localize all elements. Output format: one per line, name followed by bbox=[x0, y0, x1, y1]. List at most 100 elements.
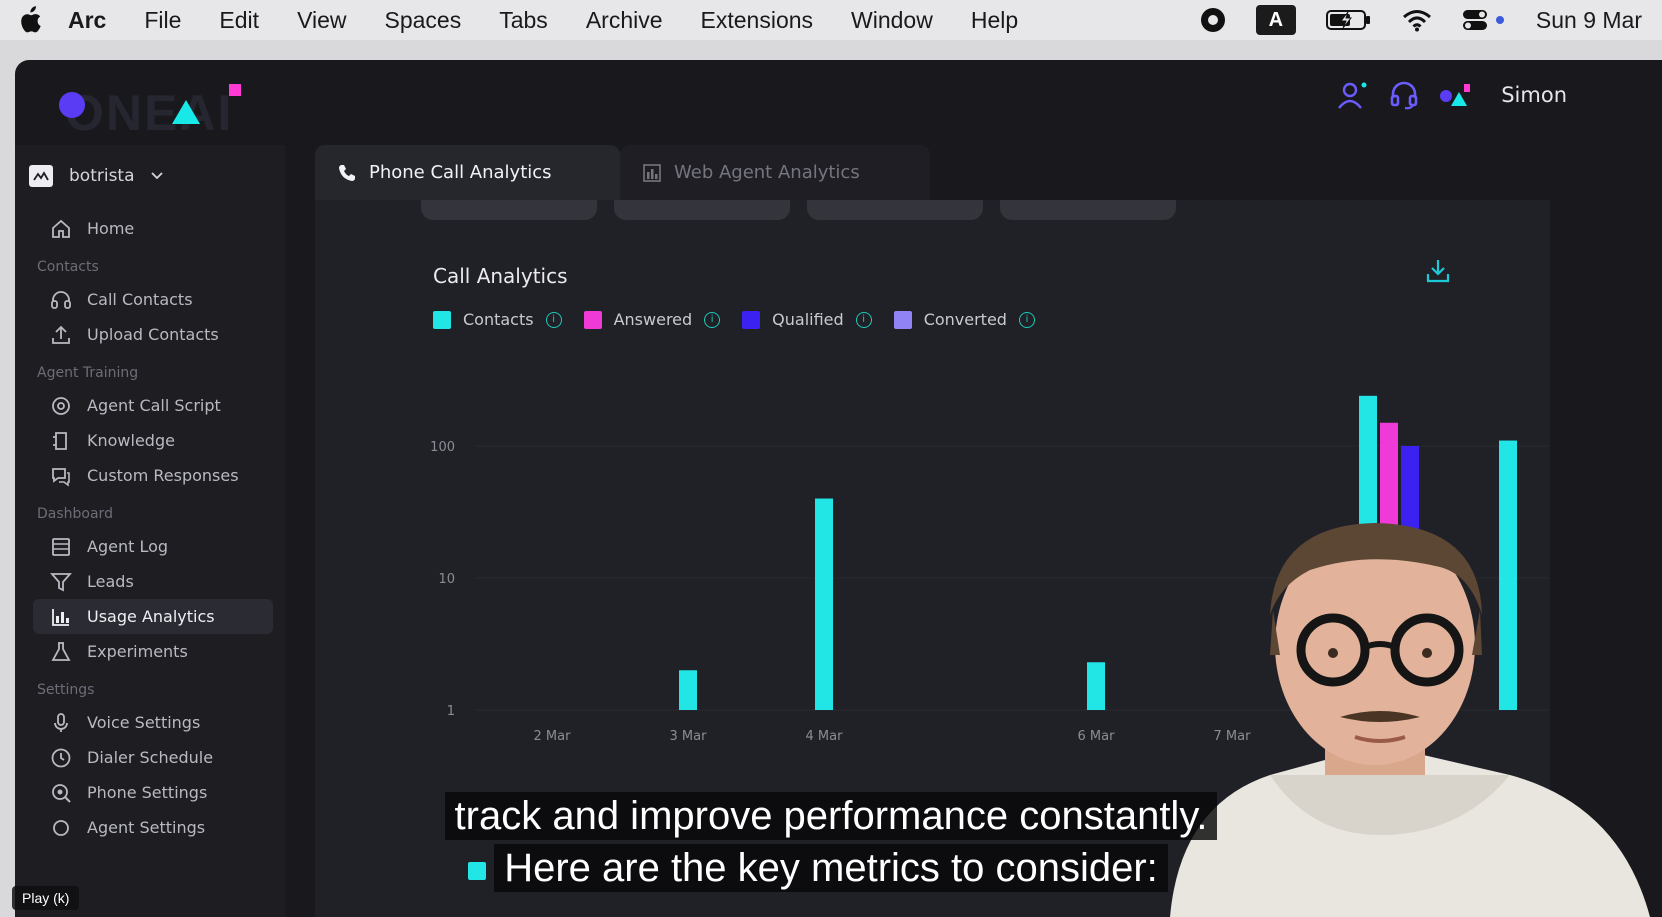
web-analytics-icon bbox=[643, 163, 661, 182]
wifi-icon[interactable] bbox=[1402, 8, 1432, 32]
legend-item-contacts[interactable]: Contacts i bbox=[433, 310, 562, 329]
stat-card-1[interactable] bbox=[421, 200, 597, 220]
menu-window[interactable]: Window bbox=[851, 6, 933, 33]
legend-label: Answered bbox=[613, 310, 693, 329]
legend-item-converted[interactable]: Converted i bbox=[893, 310, 1035, 329]
menu-edit[interactable]: Edit bbox=[219, 6, 260, 33]
log-icon bbox=[49, 535, 73, 559]
flask-icon bbox=[49, 640, 73, 664]
x-tick-label: 7 Mar bbox=[1214, 729, 1252, 744]
legend-item-answered[interactable]: Answered i bbox=[583, 310, 721, 329]
sidebar-item-upload-contacts[interactable]: Upload Contacts bbox=[33, 317, 273, 352]
menu-help[interactable]: Help bbox=[970, 6, 1019, 33]
sidebar-item-label: Dialer Schedule bbox=[87, 748, 214, 767]
menubar-date[interactable]: Sun 9 Mar bbox=[1535, 6, 1642, 33]
menu-spaces[interactable]: Spaces bbox=[384, 6, 462, 33]
stat-card-3[interactable] bbox=[807, 200, 983, 220]
menu-file[interactable]: File bbox=[144, 6, 182, 33]
sidebar-item-home[interactable]: Home bbox=[33, 211, 273, 246]
sidebar-item-label: Agent Log bbox=[87, 537, 169, 556]
sidebar-item-knowledge[interactable]: Knowledge bbox=[33, 423, 273, 458]
sidebar-item-label: Leads bbox=[87, 572, 134, 591]
sidebar-item-custom-responses[interactable]: Custom Responses bbox=[33, 458, 273, 493]
logo-dot-icon bbox=[59, 92, 85, 118]
logo-square-icon bbox=[229, 84, 241, 96]
caption-text: track and improve performance constantly… bbox=[444, 792, 1218, 840]
sidebar-item-experiments[interactable]: Experiments bbox=[33, 634, 273, 669]
tab-web-agent-analytics[interactable]: Web Agent Analytics bbox=[620, 145, 930, 200]
bar-contacts bbox=[1499, 440, 1517, 710]
stat-card-2[interactable] bbox=[614, 200, 790, 220]
sidebar-item-leads[interactable]: Leads bbox=[33, 564, 273, 599]
app-header: ONEAI Simon bbox=[15, 60, 1662, 145]
y-tick-label: 1 bbox=[447, 704, 455, 719]
sidebar-nav: Home Contacts Call Contacts Upload Conta… bbox=[33, 205, 273, 845]
caption-text: Here are the key metrics to consider: bbox=[494, 844, 1168, 892]
legend-label: Converted bbox=[923, 310, 1007, 329]
legend-swatch bbox=[742, 310, 761, 329]
sidebar-item-voice-settings[interactable]: Voice Settings bbox=[33, 705, 273, 740]
apple-logo-icon[interactable] bbox=[18, 6, 42, 34]
section-dashboard: Dashboard bbox=[37, 506, 113, 522]
legend-swatch bbox=[433, 310, 451, 329]
caption-line-2: Here are the key metrics to consider: bbox=[0, 844, 1662, 892]
sidebar-item-label: Experiments bbox=[87, 642, 188, 661]
download-icon[interactable] bbox=[1423, 256, 1453, 286]
control-center-icon[interactable] bbox=[1462, 8, 1506, 32]
sidebar-item-label: Phone Settings bbox=[87, 783, 208, 802]
phone-icon bbox=[339, 164, 355, 181]
bar-contacts bbox=[1087, 662, 1105, 710]
sidebar-item-agent-call-script[interactable]: Agent Call Script bbox=[33, 388, 273, 423]
info-icon[interactable]: i bbox=[704, 311, 721, 328]
sidebar-item-label: Upload Contacts bbox=[87, 325, 219, 344]
user-name[interactable]: Simon bbox=[1501, 83, 1567, 107]
menu-view[interactable]: View bbox=[297, 6, 347, 33]
bar-contacts bbox=[815, 498, 833, 710]
org-name: botrista bbox=[69, 166, 135, 186]
filter-icon bbox=[49, 570, 73, 594]
oneai-logo[interactable]: ONEAI bbox=[37, 78, 257, 141]
legend-swatch bbox=[893, 310, 912, 329]
org-switcher[interactable]: botrista bbox=[29, 165, 163, 187]
knowledge-icon bbox=[49, 429, 73, 453]
support-headset-icon[interactable] bbox=[1389, 80, 1419, 110]
add-user-icon[interactable] bbox=[1337, 80, 1369, 110]
sidebar-item-label: Knowledge bbox=[87, 431, 175, 450]
sidebar-item-dialer-schedule[interactable]: Dialer Schedule bbox=[33, 740, 273, 775]
section-settings: Settings bbox=[37, 682, 95, 698]
menu-extensions[interactable]: Extensions bbox=[700, 6, 814, 33]
stat-card-4[interactable] bbox=[1000, 200, 1176, 220]
legend-item-qualified[interactable]: Qualified i bbox=[742, 310, 872, 329]
sidebar-item-label: Agent Settings bbox=[87, 818, 206, 837]
caption-line-1: track and improve performance constantly… bbox=[0, 792, 1662, 840]
sidebar-item-agent-log[interactable]: Agent Log bbox=[33, 529, 273, 564]
sidebar-item-usage-analytics[interactable]: Usage Analytics bbox=[33, 599, 273, 634]
menu-arc[interactable]: Arc bbox=[68, 6, 107, 33]
analytics-tabs: Phone Call Analytics Web Agent Analytics bbox=[315, 145, 930, 200]
menu-tabs[interactable]: Tabs bbox=[499, 6, 548, 33]
brand-shapes-icon[interactable] bbox=[1439, 80, 1473, 110]
sidebar-item-agent-settings[interactable]: Agent Settings bbox=[33, 810, 273, 845]
chart-title: Call Analytics bbox=[433, 264, 568, 288]
chat-icon bbox=[49, 464, 73, 488]
battery-icon[interactable] bbox=[1325, 9, 1372, 31]
x-tick-label: 2 Mar bbox=[534, 729, 572, 744]
sidebar-item-label: Custom Responses bbox=[87, 466, 239, 485]
input-source-badge[interactable]: A bbox=[1255, 5, 1296, 35]
record-icon[interactable] bbox=[1200, 7, 1226, 33]
x-tick-label: 6 Mar bbox=[1078, 729, 1116, 744]
logo-triangle-icon bbox=[172, 100, 200, 124]
menu-archive[interactable]: Archive bbox=[585, 6, 663, 33]
chart-legend: Contacts i Answered i Qualified i Conver… bbox=[433, 310, 1057, 329]
sidebar-item-phone-settings[interactable]: Phone Settings bbox=[33, 775, 273, 810]
sidebar: botrista Home Contacts Call Contacts Upl… bbox=[15, 145, 285, 917]
org-logo-icon bbox=[29, 165, 53, 187]
section-agent-training: Agent Training bbox=[37, 365, 139, 381]
info-icon[interactable]: i bbox=[545, 311, 562, 328]
sidebar-item-label: Home bbox=[87, 219, 135, 238]
info-icon[interactable]: i bbox=[1018, 311, 1035, 328]
headset-icon bbox=[49, 288, 73, 312]
tab-phone-call-analytics[interactable]: Phone Call Analytics bbox=[315, 145, 620, 200]
info-icon[interactable]: i bbox=[855, 311, 872, 328]
sidebar-item-call-contacts[interactable]: Call Contacts bbox=[33, 282, 273, 317]
